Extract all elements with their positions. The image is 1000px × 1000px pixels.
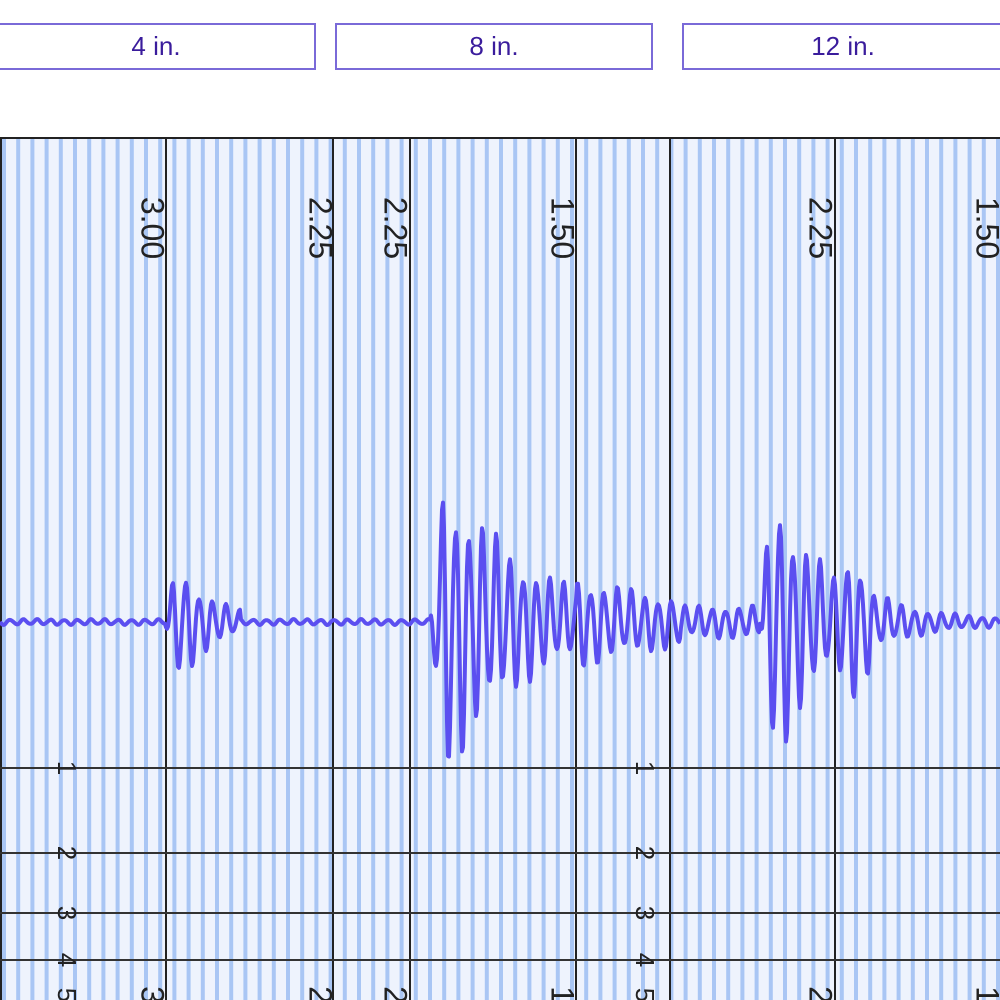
scale-label: 2.25: [303, 197, 339, 259]
scale-label: 2.25: [378, 197, 414, 259]
button[interactable]: 4 in.: [0, 23, 316, 70]
button[interactable]: 12 in.: [682, 23, 1000, 70]
row-label: 4: [630, 953, 660, 967]
row-label: 2: [52, 846, 82, 860]
row-label: 3: [630, 906, 660, 920]
bottom-label: 2: [803, 986, 839, 1000]
row-label: 2: [630, 846, 660, 860]
row-label: 3: [52, 906, 82, 920]
labels: 3.00 2.25 3 2 1 2 3 4 5 2.25 1.50 2 1 1 2 3 4 5 2.25 1.50 2 1: [52, 197, 1000, 1000]
row-label: 1: [52, 761, 82, 775]
frame: [0, 137, 1000, 1000]
scale-label: 2.25: [803, 197, 839, 259]
scale-label: 1.50: [970, 197, 1000, 259]
row-label: 4: [52, 953, 82, 967]
bottom-label: 1: [545, 986, 581, 1000]
bottom-label: 2: [303, 986, 339, 1000]
row-label: 1: [630, 761, 660, 775]
scale-label: 1.50: [545, 197, 581, 259]
waveform: [0, 500, 1000, 759]
bottom-label: 3: [135, 986, 171, 1000]
bottom-label: 1: [970, 986, 1000, 1000]
row-label: 5: [630, 988, 660, 1000]
stripes: [2, 137, 1000, 1000]
bottom-label: 2: [378, 986, 414, 1000]
row-label: 5: [52, 988, 82, 1000]
scale-label: 3.00: [135, 197, 171, 259]
button[interactable]: 8 in.: [335, 23, 653, 70]
